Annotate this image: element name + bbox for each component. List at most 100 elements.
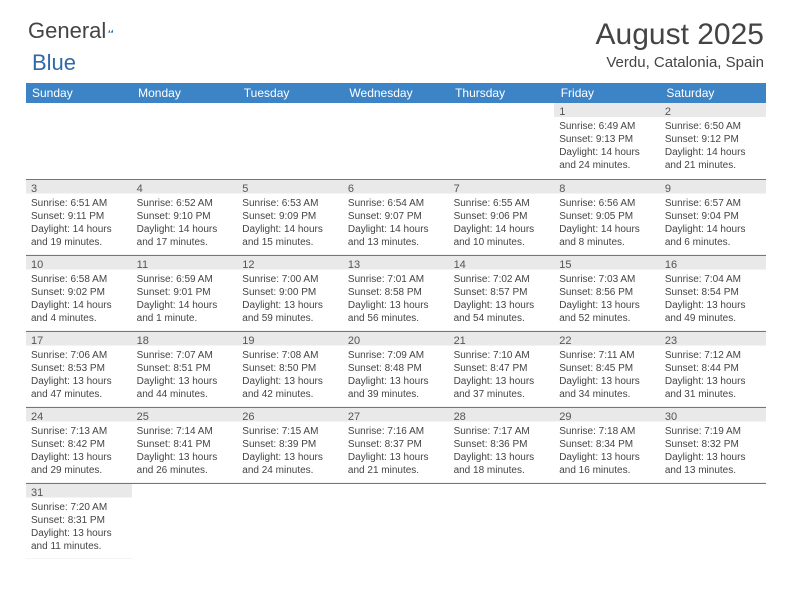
day-info-line: Sunset: 9:12 PM [665, 133, 761, 146]
day-number: 9 [665, 182, 761, 196]
day-number: 13 [348, 258, 444, 272]
day-info-line: Sunset: 8:53 PM [31, 362, 127, 375]
day-info-line: and 1 minute. [137, 312, 233, 325]
dow-wednesday: Wednesday [343, 83, 449, 103]
calendar-cell: 18Sunrise: 7:07 AMSunset: 8:51 PMDayligh… [132, 331, 238, 407]
calendar-cell: 20Sunrise: 7:09 AMSunset: 8:48 PMDayligh… [343, 331, 449, 407]
day-info-line: Daylight: 13 hours [559, 451, 655, 464]
day-info-line: Daylight: 14 hours [242, 223, 338, 236]
day-number: 20 [348, 334, 444, 348]
day-number: 30 [665, 410, 761, 424]
day-info-line: Daylight: 13 hours [31, 451, 127, 464]
day-info-line: Daylight: 13 hours [559, 375, 655, 388]
day-number: 21 [454, 334, 550, 348]
day-info-line: and 10 minutes. [454, 236, 550, 249]
day-number: 6 [348, 182, 444, 196]
day-info-line: Sunrise: 6:57 AM [665, 197, 761, 210]
day-info-line: and 19 minutes. [31, 236, 127, 249]
dow-friday: Friday [554, 83, 660, 103]
day-info-line: and 24 minutes. [242, 464, 338, 477]
day-number: 23 [665, 334, 761, 348]
day-info-line: Daylight: 13 hours [348, 451, 444, 464]
calendar-cell: 7Sunrise: 6:55 AMSunset: 9:06 PMDaylight… [449, 179, 555, 255]
day-info-line: and 8 minutes. [559, 236, 655, 249]
calendar-cell: 4Sunrise: 6:52 AMSunset: 9:10 PMDaylight… [132, 179, 238, 255]
day-info-line: Sunset: 9:04 PM [665, 210, 761, 223]
calendar-cell: 1Sunrise: 6:49 AMSunset: 9:13 PMDaylight… [554, 103, 660, 179]
day-info-line: and 52 minutes. [559, 312, 655, 325]
day-info-line: Sunset: 8:50 PM [242, 362, 338, 375]
day-info-line: and 59 minutes. [242, 312, 338, 325]
day-info-line: Sunset: 8:44 PM [665, 362, 761, 375]
day-info-line: Sunrise: 7:14 AM [137, 425, 233, 438]
day-info-line: Sunrise: 7:09 AM [348, 349, 444, 362]
day-info-line: Daylight: 13 hours [31, 527, 127, 540]
day-info-line: Daylight: 14 hours [559, 146, 655, 159]
day-info-line: Daylight: 14 hours [348, 223, 444, 236]
calendar-cell: 9Sunrise: 6:57 AMSunset: 9:04 PMDaylight… [660, 179, 766, 255]
day-info-line: Sunset: 9:05 PM [559, 210, 655, 223]
day-number: 17 [31, 334, 127, 348]
day-info-line: Sunrise: 7:16 AM [348, 425, 444, 438]
day-info-line: Sunrise: 7:08 AM [242, 349, 338, 362]
day-info-line: Daylight: 13 hours [454, 299, 550, 312]
calendar-cell: 14Sunrise: 7:02 AMSunset: 8:57 PMDayligh… [449, 255, 555, 331]
calendar-cell: 3Sunrise: 6:51 AMSunset: 9:11 PMDaylight… [26, 179, 132, 255]
day-info-line: Sunset: 9:10 PM [137, 210, 233, 223]
day-info-line: and 29 minutes. [31, 464, 127, 477]
day-info-line: and 16 minutes. [559, 464, 655, 477]
day-info-line: and 15 minutes. [242, 236, 338, 249]
logo-text-blue: Blue [32, 50, 76, 76]
calendar-cell: 17Sunrise: 7:06 AMSunset: 8:53 PMDayligh… [26, 331, 132, 407]
day-info-line: Sunrise: 6:55 AM [454, 197, 550, 210]
day-number: 29 [559, 410, 655, 424]
day-info-line: Daylight: 13 hours [31, 375, 127, 388]
day-info-line: Sunset: 8:42 PM [31, 438, 127, 451]
day-info-line: and 21 minutes. [348, 464, 444, 477]
day-number: 31 [31, 486, 127, 500]
day-info-line: and 26 minutes. [137, 464, 233, 477]
day-info-line: Daylight: 13 hours [242, 451, 338, 464]
calendar-cell [660, 483, 766, 559]
day-number: 28 [454, 410, 550, 424]
day-info-line: Daylight: 13 hours [454, 451, 550, 464]
day-number: 12 [242, 258, 338, 272]
day-info-line: Daylight: 14 hours [665, 223, 761, 236]
day-info-line: Daylight: 14 hours [31, 223, 127, 236]
calendar-cell [237, 103, 343, 179]
day-info-line: Sunrise: 6:50 AM [665, 120, 761, 133]
day-info-line: Sunrise: 7:04 AM [665, 273, 761, 286]
calendar-cell [343, 483, 449, 559]
day-info-line: Sunrise: 7:06 AM [31, 349, 127, 362]
day-number: 1 [559, 105, 655, 119]
day-info-line: Sunset: 9:00 PM [242, 286, 338, 299]
day-number: 16 [665, 258, 761, 272]
day-info-line: Sunrise: 7:11 AM [559, 349, 655, 362]
header: General August 2025 Verdu, Catalonia, Sp… [0, 0, 792, 79]
day-info-line: Sunset: 8:58 PM [348, 286, 444, 299]
day-info-line: Sunset: 8:39 PM [242, 438, 338, 451]
day-info-line: Daylight: 13 hours [242, 375, 338, 388]
day-info-line: Daylight: 13 hours [559, 299, 655, 312]
day-info-line: Sunset: 9:11 PM [31, 210, 127, 223]
day-info-line: Sunrise: 6:51 AM [31, 197, 127, 210]
day-number: 11 [137, 258, 233, 272]
calendar-cell: 11Sunrise: 6:59 AMSunset: 9:01 PMDayligh… [132, 255, 238, 331]
day-info-line: Sunset: 8:36 PM [454, 438, 550, 451]
day-info-line: and 4 minutes. [31, 312, 127, 325]
day-info-line: Sunset: 9:06 PM [454, 210, 550, 223]
calendar-cell: 22Sunrise: 7:11 AMSunset: 8:45 PMDayligh… [554, 331, 660, 407]
calendar-cell [554, 483, 660, 559]
calendar-week-row: 1Sunrise: 6:49 AMSunset: 9:13 PMDaylight… [26, 103, 766, 179]
calendar-cell [449, 483, 555, 559]
dow-sunday: Sunday [26, 83, 132, 103]
dow-monday: Monday [132, 83, 238, 103]
day-number: 24 [31, 410, 127, 424]
day-info-line: and 21 minutes. [665, 159, 761, 172]
day-info-line: Sunrise: 6:56 AM [559, 197, 655, 210]
day-info-line: Sunrise: 7:17 AM [454, 425, 550, 438]
day-info-line: Sunrise: 7:18 AM [559, 425, 655, 438]
day-info-line: Daylight: 13 hours [348, 375, 444, 388]
day-info-line: Sunset: 8:31 PM [31, 514, 127, 527]
day-info-line: Daylight: 13 hours [137, 451, 233, 464]
